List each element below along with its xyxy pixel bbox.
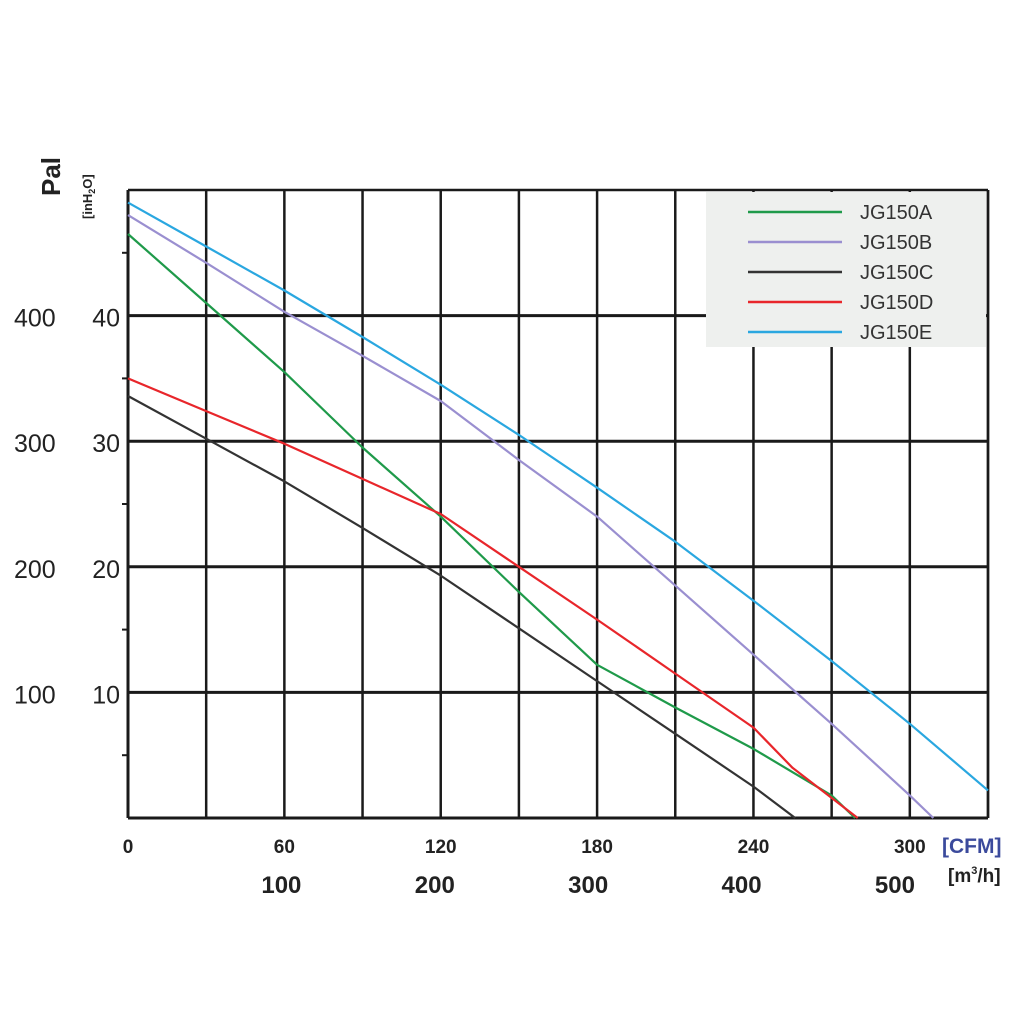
legend-label: JG150D (860, 292, 933, 314)
y-tick-label-pa: 200 (14, 556, 56, 584)
y-axis-label-main: Pal (36, 157, 66, 196)
y-ticks: 10 100 20 200 30 300 40 400 (14, 305, 120, 710)
x-tick-label: 180 (581, 837, 613, 858)
y-tick-label-inh2o: 30 (92, 430, 120, 458)
x-tick-label: 0 (123, 837, 134, 858)
y-tick-label-inh2o: 20 (92, 556, 120, 584)
x-axis-unit-m3h-b: /h] (977, 866, 1000, 887)
x-tick-label-m3h: 400 (722, 872, 762, 899)
series-line-jg150c (127, 395, 796, 819)
x-axis-unit-m3h-a: [m (948, 866, 971, 887)
series-layer (127, 201, 989, 819)
series-line-jg150d (127, 377, 859, 819)
x-tick-label-m3h: 100 (261, 872, 301, 899)
x-tick-label: 300 (894, 837, 926, 858)
series-line-jg150a (127, 233, 856, 819)
y-tick-label-pa: 400 (14, 305, 56, 333)
y-minor-ticks (122, 251, 128, 757)
legend-label: JG150E (860, 322, 932, 344)
x-ticks-m3h: 100 200 300 400 500 (261, 872, 915, 899)
x-tick-label-m3h: 500 (875, 872, 915, 899)
x-ticks: 0 60 120 180 240 300 (123, 837, 926, 858)
y-axis-label-sub-b: 2 (87, 189, 97, 194)
y-axis-label-sub-a: [inH (80, 194, 95, 219)
legend-label: JG150A (860, 202, 933, 224)
x-tick-label: 60 (274, 837, 295, 858)
x-axis-unit-m3h: [m3/h] (948, 865, 1001, 887)
x-axis-unit-cfm: [CFM] (942, 835, 1001, 858)
y-axis-label-sub-c: O] (80, 174, 95, 188)
series-line-jg150b (127, 214, 935, 819)
legend: JG150A JG150B JG150C JG150D JG150E (706, 192, 986, 347)
series-line-jg150e (127, 201, 989, 792)
x-tick-label-m3h: 300 (568, 872, 608, 899)
legend-box (706, 192, 986, 347)
legend-label: JG150B (860, 232, 932, 254)
x-tick-label: 120 (425, 837, 457, 858)
legend-label: JG150C (860, 262, 933, 284)
y-tick-label-inh2o: 10 (92, 681, 120, 709)
x-axis-unit-m3h-sup: 3 (971, 865, 977, 877)
y-axis-label-sub: [inH2O] (80, 174, 97, 219)
y-tick-label-inh2o: 40 (92, 305, 120, 333)
x-tick-label: 240 (738, 837, 770, 858)
y-tick-label-pa: 300 (14, 430, 56, 458)
y-tick-label-pa: 100 (14, 681, 56, 709)
x-tick-label-m3h: 200 (415, 872, 455, 899)
